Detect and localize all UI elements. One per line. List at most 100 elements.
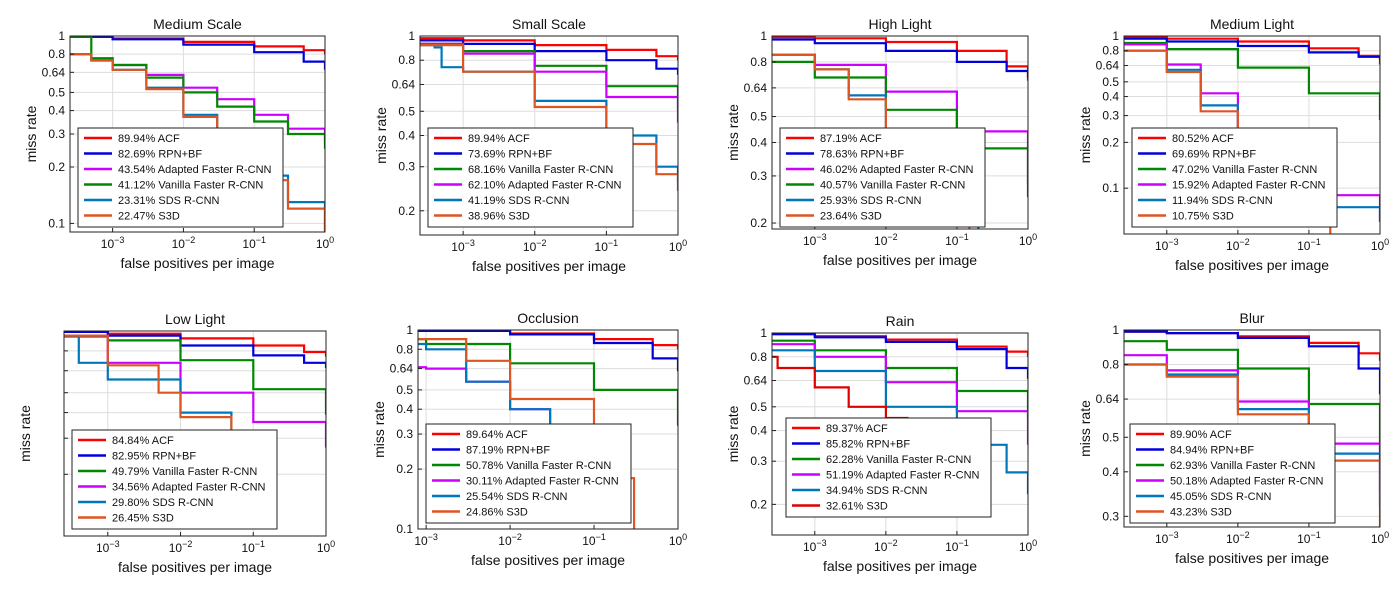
y-tick-label: 0.8 [396, 342, 413, 356]
y-tick-label: 0.3 [1102, 509, 1119, 523]
series-line-2 [1124, 330, 1380, 395]
y-tick-label: 0.3 [398, 160, 415, 174]
chart-title: Rain [886, 313, 915, 329]
y-tick-label: 0.8 [750, 55, 767, 69]
series-line-6 [64, 334, 233, 445]
y-tick-label: 0.5 [1102, 430, 1119, 444]
legend-entry: 89.90% ACF [1170, 429, 1232, 441]
y-tick-label: 0.3 [1102, 109, 1119, 123]
y-tick-label: 0.2 [1102, 135, 1119, 149]
series-line-6 [420, 44, 678, 191]
y-tick-label: 0.5 [750, 400, 767, 414]
y-tick-label: 1 [1112, 29, 1119, 43]
series-line-5 [772, 349, 1028, 495]
legend-entry: 23.64% S3D [820, 211, 882, 223]
legend-entry: 84.94% RPN+BF [1170, 445, 1254, 457]
x-axis-label: false positives per image [471, 552, 625, 568]
legend-entry: 62.93% Vanilla Faster R-CNN [1170, 460, 1315, 472]
legend-entry: 26.45% S3D [112, 513, 174, 525]
y-tick-label: 0.4 [750, 424, 767, 438]
chart-panel-4: 10−3 10−2 10−1 100 10.80.64 0.50.4 0.3 0.2 0.1 Me… [1077, 16, 1389, 273]
legend-entry: 89.94% ACF [118, 133, 180, 145]
legend-entry: 43.23% S3D [1170, 507, 1232, 519]
legend-entry: 69.69% RPN+BF [1172, 149, 1256, 161]
y-tick-label: 1 [1112, 323, 1119, 337]
series-line-2 [1124, 37, 1380, 60]
chart-title: Small Scale [512, 16, 586, 32]
legend-entry: 41.12% Vanilla Faster R-CNN [118, 180, 263, 192]
y-tick-label: 0.1 [396, 522, 413, 536]
x-tick-label: 10−3 [414, 532, 438, 548]
x-axis-label: false positives per image [118, 559, 272, 575]
series-line-6 [1124, 363, 1380, 527]
x-tick-label: 10−3 [451, 238, 475, 254]
y-axis-label: miss rate [1077, 106, 1093, 163]
series-line-1 [772, 36, 1028, 81]
y-tick-label: 0.2 [398, 204, 415, 218]
y-tick-label: 0.1 [48, 216, 65, 230]
legend-entry: 45.05% SDS R-CNN [1170, 491, 1272, 503]
legend-entry: 41.19% SDS R-CNN [468, 195, 570, 207]
legend-entry: 49.79% Vanilla Faster R-CNN [112, 466, 257, 478]
legend-entry: 50.78% Vanilla Faster R-CNN [466, 460, 611, 472]
y-tick-label: 0.8 [750, 350, 767, 364]
x-tick-label: 100 [669, 532, 687, 548]
x-axis-label: false positives per image [1175, 257, 1329, 273]
y-tick-label: 0.2 [750, 497, 767, 511]
legend-box [779, 127, 986, 228]
y-tick-label: 0.64 [744, 374, 768, 388]
y-tick-label: 1 [760, 29, 767, 43]
legend-entry: 15.92% Adapted Faster R-CNN [1172, 180, 1326, 192]
x-tick-label: 100 [316, 235, 334, 251]
y-tick-label: 0.4 [1102, 90, 1119, 104]
y-tick-label: 0.64 [744, 81, 768, 95]
legend-entry: 43.54% Adapted Faster R-CNN [118, 164, 272, 176]
series-line-2 [772, 333, 1028, 379]
x-axis-label: false positives per image [472, 258, 626, 274]
legend-box [427, 127, 634, 228]
x-axis-label: false positives per image [823, 558, 977, 574]
x-tick-label: 10−1 [242, 235, 266, 251]
legend-entry: 32.61% S3D [826, 501, 888, 513]
y-tick-label: 0.8 [1102, 358, 1119, 372]
legend-entry: 51.19% Adapted Faster R-CNN [826, 470, 980, 482]
legend-entry: 29.80% SDS R-CNN [112, 497, 214, 509]
x-tick-label: 10−3 [96, 539, 120, 555]
y-tick-label: 0.3 [396, 427, 413, 441]
legend-entry: 11.94% SDS R-CNN [1172, 195, 1273, 207]
legend-entry: 25.54% SDS R-CNN [466, 491, 568, 503]
y-tick-label: 1 [406, 323, 413, 337]
y-tick-label: 0.4 [48, 104, 65, 118]
series-line-2 [70, 36, 325, 70]
legend-entry: 47.02% Vanilla Faster R-CNN [1172, 164, 1317, 176]
y-tick-label: 0.4 [396, 402, 413, 416]
plot-frame [771, 332, 1029, 536]
series-line-3 [64, 335, 326, 415]
series-line-3 [420, 42, 678, 110]
x-tick-label: 10−1 [945, 538, 969, 554]
x-tick-label: 10−2 [1226, 237, 1250, 253]
y-axis-label: miss rate [371, 401, 387, 458]
y-axis-label: miss rate [23, 105, 39, 162]
legend-entry: 82.69% RPN+BF [118, 149, 202, 161]
y-tick-label: 0.4 [398, 129, 415, 143]
x-axis-label: false positives per image [823, 252, 977, 268]
x-tick-label: 10−3 [803, 538, 827, 554]
y-tick-label: 0.5 [398, 104, 415, 118]
x-tick-label: 10−2 [874, 538, 898, 554]
legend-entry: 78.63% RPN+BF [820, 149, 904, 161]
legend-entry: 25.93% SDS R-CNN [820, 195, 922, 207]
y-tick-label: 0.5 [396, 383, 413, 397]
legend-entry: 89.64% ACF [466, 429, 528, 441]
chart-title: Medium Scale [153, 16, 242, 32]
legend-entry: 85.82% RPN+BF [826, 439, 910, 451]
series-line-3 [1124, 340, 1380, 451]
x-tick-label: 100 [669, 238, 687, 254]
x-tick-label: 100 [1371, 237, 1389, 253]
x-tick-label: 10−3 [1155, 237, 1179, 253]
legend-entry: 62.28% Vanilla Faster R-CNN [826, 454, 971, 466]
x-tick-label: 100 [317, 539, 335, 555]
x-tick-label: 10−1 [1297, 530, 1321, 546]
series-line-6 [70, 53, 325, 232]
